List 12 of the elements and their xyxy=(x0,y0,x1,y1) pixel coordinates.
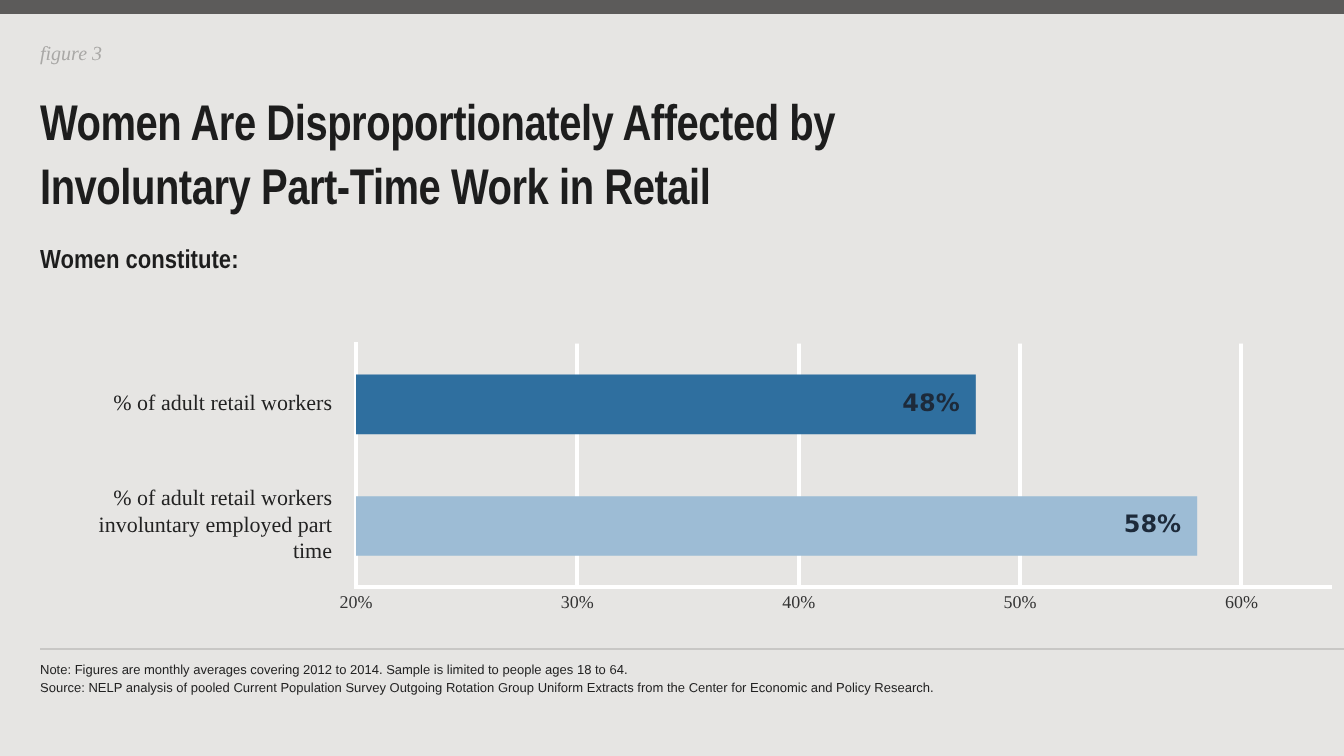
x-tick-label: 60% xyxy=(1224,592,1259,613)
x-tick-label: 20% xyxy=(339,592,374,613)
data-label: 48% xyxy=(902,388,960,417)
caption: figure 3 xyxy=(40,44,103,66)
x-tick-label: 30% xyxy=(560,592,595,613)
y-tick-label: % of adult retail workers involuntary employed part time xyxy=(98,487,333,565)
data-label: 58% xyxy=(1123,510,1182,539)
x-tick-label: 50% xyxy=(1003,592,1038,613)
chart-title: Women Are Disproportionately Affected by Involuntary Part-Time Work in Retail xyxy=(40,94,837,220)
text: Women constitute: xyxy=(40,244,239,274)
x-tick-label: 40% xyxy=(782,592,817,613)
y-tick-label: % of adult retail workers xyxy=(113,392,332,417)
